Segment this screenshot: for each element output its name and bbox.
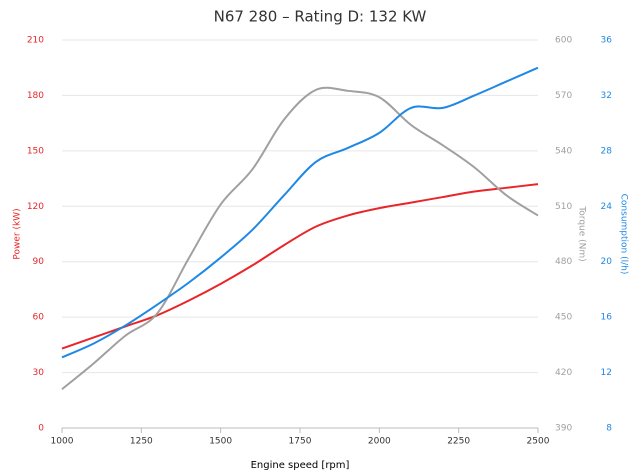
- series-line: [61, 183, 539, 350]
- x-tick-label: 1750: [289, 437, 312, 447]
- y2-axis-label: Torque (Nm): [577, 205, 587, 261]
- x-tick-label: 1500: [209, 437, 232, 447]
- y3-tick-label: 24: [601, 202, 613, 212]
- y3-tick-label: 8: [606, 424, 612, 434]
- y2-tick-label: 510: [555, 202, 572, 212]
- y2-tick-label: 450: [555, 313, 572, 323]
- x-tick-label: 1250: [130, 437, 153, 447]
- y3-tick-label: 12: [601, 368, 612, 378]
- y3-tick-label: 28: [601, 146, 613, 156]
- y-tick-label: 150: [27, 146, 44, 156]
- y2-tick-label: 390: [555, 424, 572, 434]
- y3-tick-label: 20: [601, 257, 613, 267]
- x-tick-label: 2000: [368, 437, 391, 447]
- y-tick-label: 210: [27, 36, 44, 46]
- y-tick-label: 120: [27, 202, 44, 212]
- x-tick-label: 2500: [527, 437, 550, 447]
- x-axis-label: Engine speed [rpm]: [251, 460, 350, 471]
- y2-tick-label: 420: [555, 368, 572, 378]
- x-tick-label: 1000: [51, 437, 74, 447]
- series-line: [61, 86, 539, 390]
- y-tick-label: 30: [33, 368, 45, 378]
- y3-tick-label: 16: [601, 313, 613, 323]
- y-tick-label: 0: [38, 424, 44, 434]
- y2-tick-label: 600: [555, 36, 572, 46]
- y-tick-label: 180: [27, 91, 44, 101]
- y3-axis-label: Consumption (l/h): [619, 194, 629, 275]
- y-axis-label: Power (kW): [13, 208, 23, 259]
- y3-tick-label: 36: [601, 36, 613, 46]
- series-line: [61, 66, 539, 359]
- y2-tick-label: 570: [555, 91, 572, 101]
- y2-tick-label: 480: [555, 257, 572, 267]
- x-tick-label: 2250: [447, 437, 470, 447]
- y-tick-label: 60: [33, 313, 45, 323]
- chart-title: N67 280 – Rating D: 132 KW: [214, 8, 427, 26]
- y2-tick-label: 540: [555, 146, 572, 156]
- y3-tick-label: 32: [601, 91, 612, 101]
- y-tick-label: 90: [33, 257, 45, 267]
